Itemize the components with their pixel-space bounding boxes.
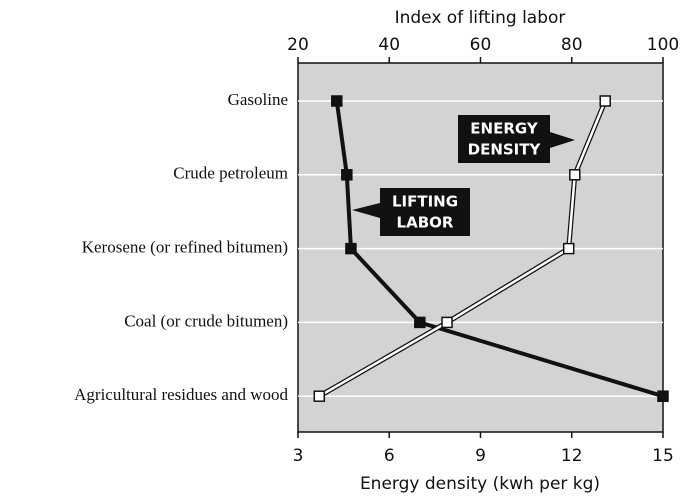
y-tick-label: Gasoline — [228, 90, 288, 109]
annotation-box — [352, 188, 470, 236]
y-tick-label: Coal (or crude bitumen) — [124, 311, 288, 330]
annotation-text: DENSITY — [468, 141, 542, 159]
x-tick-label: 15 — [652, 446, 674, 466]
x2-tick-label: 20 — [287, 35, 309, 55]
series-marker — [599, 95, 611, 107]
annotation-box — [458, 115, 575, 163]
series-marker — [657, 390, 669, 402]
series-marker — [313, 390, 326, 402]
series-marker — [345, 242, 357, 255]
annotation-lifting: LIFTING LABOR — [352, 188, 470, 236]
annotation-text: LIFTING — [392, 193, 458, 211]
series-marker — [414, 316, 426, 329]
series-marker — [569, 169, 581, 181]
marks: Gasoline Crude petroleum Kerosene (or refi… — [74, 35, 679, 466]
annotation-text: ENERGY — [470, 120, 539, 138]
y-tick-label: Crude petroleum — [173, 164, 288, 183]
x-tick-label: 12 — [561, 446, 583, 466]
series-marker — [331, 95, 343, 107]
x2-tick-label: 60 — [470, 35, 492, 55]
annotation-text: LABOR — [397, 214, 454, 232]
top-axis-title: Index of lifting labor — [395, 8, 566, 28]
y-tick-label: Agricultural residues and wood — [74, 385, 288, 404]
x2-tick-label: 80 — [561, 35, 583, 55]
x2-tick-label: 100 — [647, 35, 679, 55]
x-tick-label: 6 — [384, 446, 395, 466]
annotation-energy: ENERGY DENSITY — [458, 115, 575, 163]
y-tick-label: Kerosene (or refined bitumen) — [82, 238, 288, 257]
series-marker — [341, 169, 353, 181]
x-tick-label: 9 — [475, 446, 486, 466]
series-marker — [562, 242, 575, 255]
x2-tick-label: 40 — [378, 35, 400, 55]
series-marker — [441, 316, 453, 329]
bottom-axis-title: Energy density (kwh per kg) — [360, 474, 600, 494]
x-tick-label: 3 — [293, 446, 304, 466]
